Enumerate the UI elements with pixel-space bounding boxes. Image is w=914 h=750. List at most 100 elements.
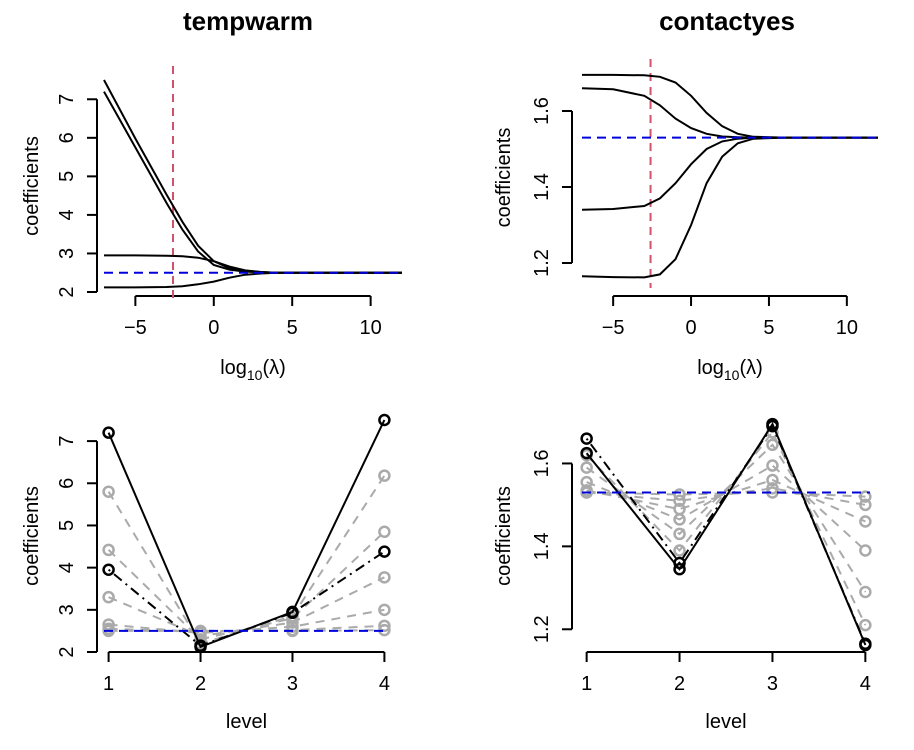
x-axis-label: log10(λ) <box>697 357 763 383</box>
series-line <box>586 478 866 523</box>
data-point <box>766 459 779 472</box>
x-tick-label: 1 <box>581 673 592 695</box>
data-point <box>378 603 391 617</box>
series-line <box>585 421 867 646</box>
x-axis-label-lambda: (λ) <box>739 357 762 379</box>
series-line <box>103 91 402 274</box>
chart-title: contactyes <box>659 6 795 36</box>
data-point <box>859 490 872 503</box>
x-tick-label: 0 <box>208 317 219 339</box>
data-point <box>673 527 686 541</box>
data-point <box>580 486 593 499</box>
data-point <box>194 639 207 652</box>
data-point <box>102 485 115 498</box>
series-line <box>107 550 385 647</box>
data-point <box>859 637 872 651</box>
data-point <box>580 461 593 474</box>
x-axis-label-base: 10 <box>724 367 740 383</box>
data-point <box>859 618 872 632</box>
series-line <box>586 443 867 593</box>
y-axis-label: coefficients <box>21 136 43 236</box>
x-tick-label: 1 <box>103 673 114 695</box>
data-point <box>766 438 779 452</box>
y-tick-label: 1.6 <box>531 97 553 125</box>
y-tick-label: 5 <box>56 520 78 531</box>
data-point <box>286 606 299 620</box>
x-tick-label: 0 <box>685 317 696 339</box>
data-point <box>378 413 391 427</box>
data-point <box>673 494 686 508</box>
series-line <box>582 73 878 139</box>
series-line <box>108 624 385 633</box>
y-tick-label: 6 <box>56 478 78 489</box>
x-tick-label: −5 <box>602 317 625 339</box>
data-point <box>859 498 872 512</box>
series-line <box>585 424 867 645</box>
x-axis-label-log: log <box>220 357 247 379</box>
series-line <box>107 419 386 649</box>
data-point <box>580 446 593 460</box>
series-line <box>108 629 385 632</box>
data-point <box>673 544 686 557</box>
x-axis-label: log10(λ) <box>220 357 286 383</box>
data-point <box>673 556 686 570</box>
data-point <box>673 488 686 501</box>
data-point <box>378 469 391 482</box>
panel-contactyes-path: contactyes −5 0 5 10 1.2 1.4 1.6 coefficients log… <box>493 6 878 383</box>
series-line <box>103 79 402 274</box>
data-point <box>766 473 779 487</box>
x-tick-label: 5 <box>287 317 298 339</box>
data-point <box>102 426 115 439</box>
y-tick-label: 5 <box>56 171 78 182</box>
data-point <box>859 515 872 528</box>
series-line <box>107 475 386 645</box>
series-line <box>108 608 385 635</box>
data-point <box>102 543 115 557</box>
x-tick-label: 4 <box>379 673 390 695</box>
y-tick-label: 7 <box>56 436 78 447</box>
x-axis-label: level <box>705 711 746 733</box>
data-point <box>102 590 115 604</box>
series-line <box>586 491 866 498</box>
x-tick-label: 2 <box>674 673 685 695</box>
panel-tempwarm-levels: 1 2 3 4 2 3 4 5 6 7 coefficients level <box>21 413 391 733</box>
x-tick-label: 3 <box>287 673 298 695</box>
y-tick-label: 6 <box>56 132 78 143</box>
data-point <box>766 419 779 433</box>
data-point <box>378 525 391 539</box>
x-tick-label: 10 <box>836 317 858 339</box>
y-axis-label: coefficients <box>493 128 515 228</box>
data-point <box>580 432 593 445</box>
y-axis-label: coefficients <box>21 486 43 586</box>
x-axis-label-log: log <box>697 357 724 379</box>
y-axis-label: coefficients <box>493 486 515 586</box>
y-tick-label: 1.2 <box>531 249 553 277</box>
y-tick-label: 7 <box>56 94 78 105</box>
data-point <box>766 482 779 495</box>
x-tick-label: 5 <box>763 317 774 339</box>
y-tick-label: 1.4 <box>531 532 553 560</box>
data-point <box>378 571 391 584</box>
y-tick-label: 2 <box>56 286 78 297</box>
panel-contactyes-levels: 1 2 3 4 1.2 1.4 1.6 coefficients level <box>493 417 872 733</box>
data-point <box>102 563 115 576</box>
y-tick-label: 1.2 <box>531 615 553 643</box>
y-tick-label: 2 <box>56 646 78 657</box>
series-line <box>107 531 386 641</box>
data-point <box>378 545 391 558</box>
y-tick-label: 3 <box>56 248 78 259</box>
y-tick-label: 4 <box>56 562 78 573</box>
data-point <box>859 585 872 599</box>
x-tick-label: 2 <box>195 673 206 695</box>
series-line <box>108 576 385 638</box>
y-tick-label: 1.4 <box>531 173 553 201</box>
x-axis-label-lambda: (λ) <box>262 357 285 379</box>
y-tick-label: 4 <box>56 209 78 220</box>
y-tick-label: 3 <box>56 604 78 615</box>
y-tick-label: 1.6 <box>531 450 553 478</box>
x-tick-label: 3 <box>767 673 778 695</box>
x-tick-label: 4 <box>860 673 871 695</box>
data-point <box>102 624 115 638</box>
